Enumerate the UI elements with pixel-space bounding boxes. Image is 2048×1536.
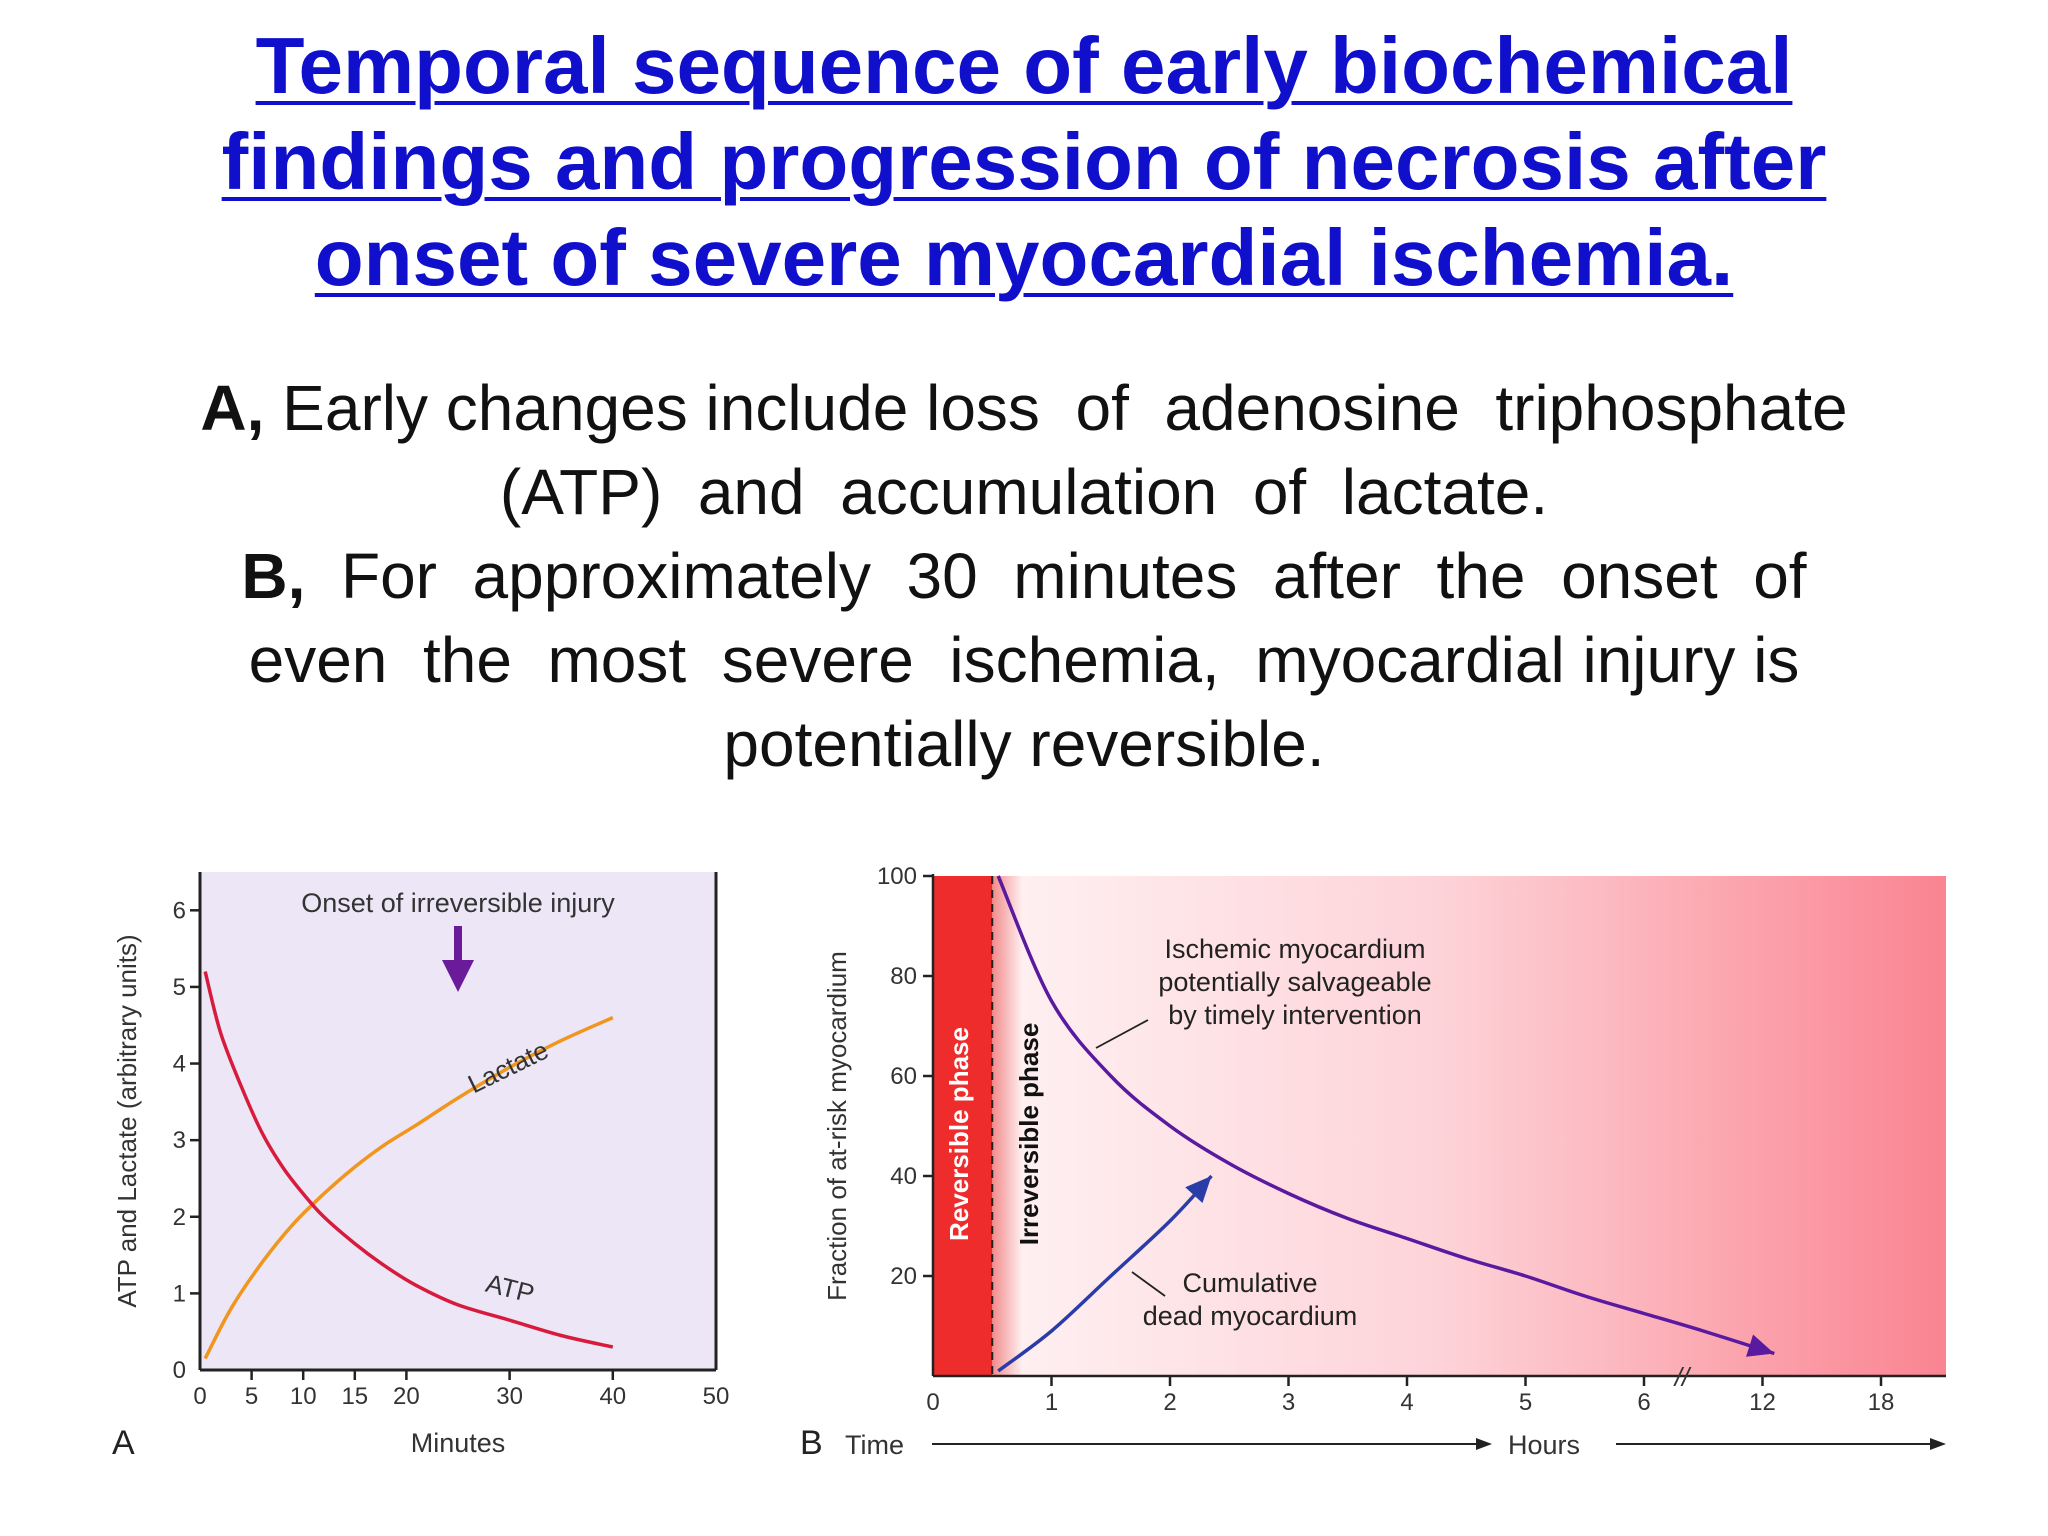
chart-a-y-tick-label: 3 <box>173 1127 186 1154</box>
chart-b-y-tick-label: 40 <box>890 1163 917 1190</box>
chart-b-x-tick-label: 3 <box>1282 1389 1295 1416</box>
description-b-label: B, <box>241 540 306 612</box>
irreversible-onset-label: Onset of irreversible injury <box>301 888 615 918</box>
chart-a-x-tick-label: 10 <box>290 1383 317 1410</box>
salvageable-line <box>996 875 1775 1356</box>
chart-a-x-tick-label: 30 <box>496 1383 523 1410</box>
description-b-line-3: potentially reversible. <box>723 708 1325 780</box>
slide-description: A, Early changes include loss of adenosi… <box>0 366 2048 786</box>
salvageable-leader-line <box>1095 1019 1149 1049</box>
chart-b-y-tick-label: 60 <box>890 1063 917 1090</box>
chart-a-x-tick-label: 40 <box>599 1383 626 1410</box>
description-a-line-2: (ATP) and accumulation of lactate. <box>499 456 1549 528</box>
chart-b-x-tick-label: 4 <box>1400 1389 1413 1416</box>
description-b-text-1: For approximately 30 minutes after the o… <box>305 540 1807 612</box>
chart-b-x-tick-label: 6 <box>1637 1389 1650 1416</box>
time-arrow-head <box>1476 1438 1492 1450</box>
dead-myocardium-line <box>997 1174 1213 1373</box>
salvageable-arrow-head <box>1746 1334 1775 1357</box>
chart-a-y-tick-label: 1 <box>173 1280 186 1307</box>
title-line-3: onset of severe myocardial ischemia. <box>314 213 1734 302</box>
atp-line <box>203 971 614 1349</box>
chart-a: 0 1 2 3 4 5 6 0 5 10 15 20 30 40 50 ATP and Lactate (ar… <box>112 872 729 1462</box>
chart-a-x-tick-label: 50 <box>703 1383 730 1410</box>
chart-a-panel-label: A <box>112 1424 135 1462</box>
chart-b-x-tick-label: 2 <box>1163 1389 1176 1416</box>
chart-a-x-axis-label: Minutes <box>411 1428 506 1458</box>
dead-myocardium-leader-line <box>1131 1271 1166 1297</box>
chart-a-y-axis-label: ATP and Lactate (arbitrary units) <box>112 934 142 1307</box>
reversible-phase-label: Reversible phase <box>944 1027 974 1241</box>
chart-a-y-tick-label: 5 <box>173 974 186 1001</box>
chart-a-x-tick-label: 0 <box>193 1383 206 1410</box>
reversible-phase-band <box>933 876 993 1376</box>
chart-b-y-tick-label: 20 <box>890 1263 917 1290</box>
title-line-2: findings and progression of necrosis aft… <box>221 117 1827 206</box>
chart-b: Reversible phase Irreversible phase204060… <box>800 863 1946 1462</box>
description-b-line-2: even the most severe ischemia, myocardia… <box>248 624 1800 696</box>
chart-b-panel-label: B <box>800 1424 823 1462</box>
description-a-label: A, <box>200 372 265 444</box>
slide-title: Temporal sequence of early biochemical f… <box>0 18 2048 306</box>
chart-a-x-tick-label: 5 <box>245 1383 258 1410</box>
lactate-line <box>203 1015 614 1360</box>
chart-a-y-tick-label: 4 <box>173 1051 186 1078</box>
chart-b-x-tick-label: 5 <box>1519 1389 1532 1416</box>
description-a-text-1: Early changes include loss of adenosine … <box>264 372 1848 444</box>
chart-b-x-tick-label: 0 <box>926 1389 939 1416</box>
dead-myocardium-arrow-head <box>1185 1176 1212 1204</box>
dead-myocardium-label-line: Cumulative <box>1182 1268 1317 1298</box>
irreversible-onset-arrow-head <box>442 960 474 992</box>
irreversible-onset-arrow-shaft <box>454 926 462 962</box>
title-line-1: Temporal sequence of early biochemical <box>255 21 1793 110</box>
chart-b-plot-area <box>933 876 1946 1376</box>
hours-arrow-head <box>1930 1438 1946 1450</box>
chart-a-y-tick-label: 6 <box>173 897 186 924</box>
chart-b-y-tick-label: 80 <box>890 963 917 990</box>
chart-b-x-axis-label-2: Hours <box>1508 1430 1580 1460</box>
chart-a-y-tick-label: 2 <box>173 1204 186 1231</box>
axis-break-mark: // <box>1673 1362 1692 1392</box>
salvageable-label-line: by timely intervention <box>1168 1000 1422 1030</box>
chart-b-x-tick-label: 12 <box>1749 1389 1776 1416</box>
description-b-line-1: B, For approximately 30 minutes after th… <box>0 534 2048 618</box>
irreversible-phase-label: Irreversible phase <box>1014 1023 1044 1246</box>
chart-b-x-tick-label: 1 <box>1045 1389 1058 1416</box>
chart-a-y-tick-label: 0 <box>173 1357 186 1384</box>
description-a-line-1: A, Early changes include loss of adenosi… <box>0 366 2048 450</box>
irreversible-phase-edge <box>992 876 1023 1376</box>
salvageable-label-line: potentially salvageable <box>1158 967 1431 997</box>
chart-a-x-tick-label: 15 <box>341 1383 368 1410</box>
chart-b-x-tick-label: 18 <box>1868 1389 1895 1416</box>
dead-myocardium-label-line: dead myocardium <box>1143 1301 1358 1331</box>
salvageable-label-line: Ischemic myocardium <box>1164 934 1425 964</box>
chart-b-y-tick-label: 100 <box>877 863 917 890</box>
chart-a-x-tick-label: 20 <box>393 1383 420 1410</box>
chart-b-y-axis-label: Fraction of at-risk myocardium <box>822 951 852 1301</box>
chart-b-x-axis-label: Time <box>845 1430 904 1460</box>
